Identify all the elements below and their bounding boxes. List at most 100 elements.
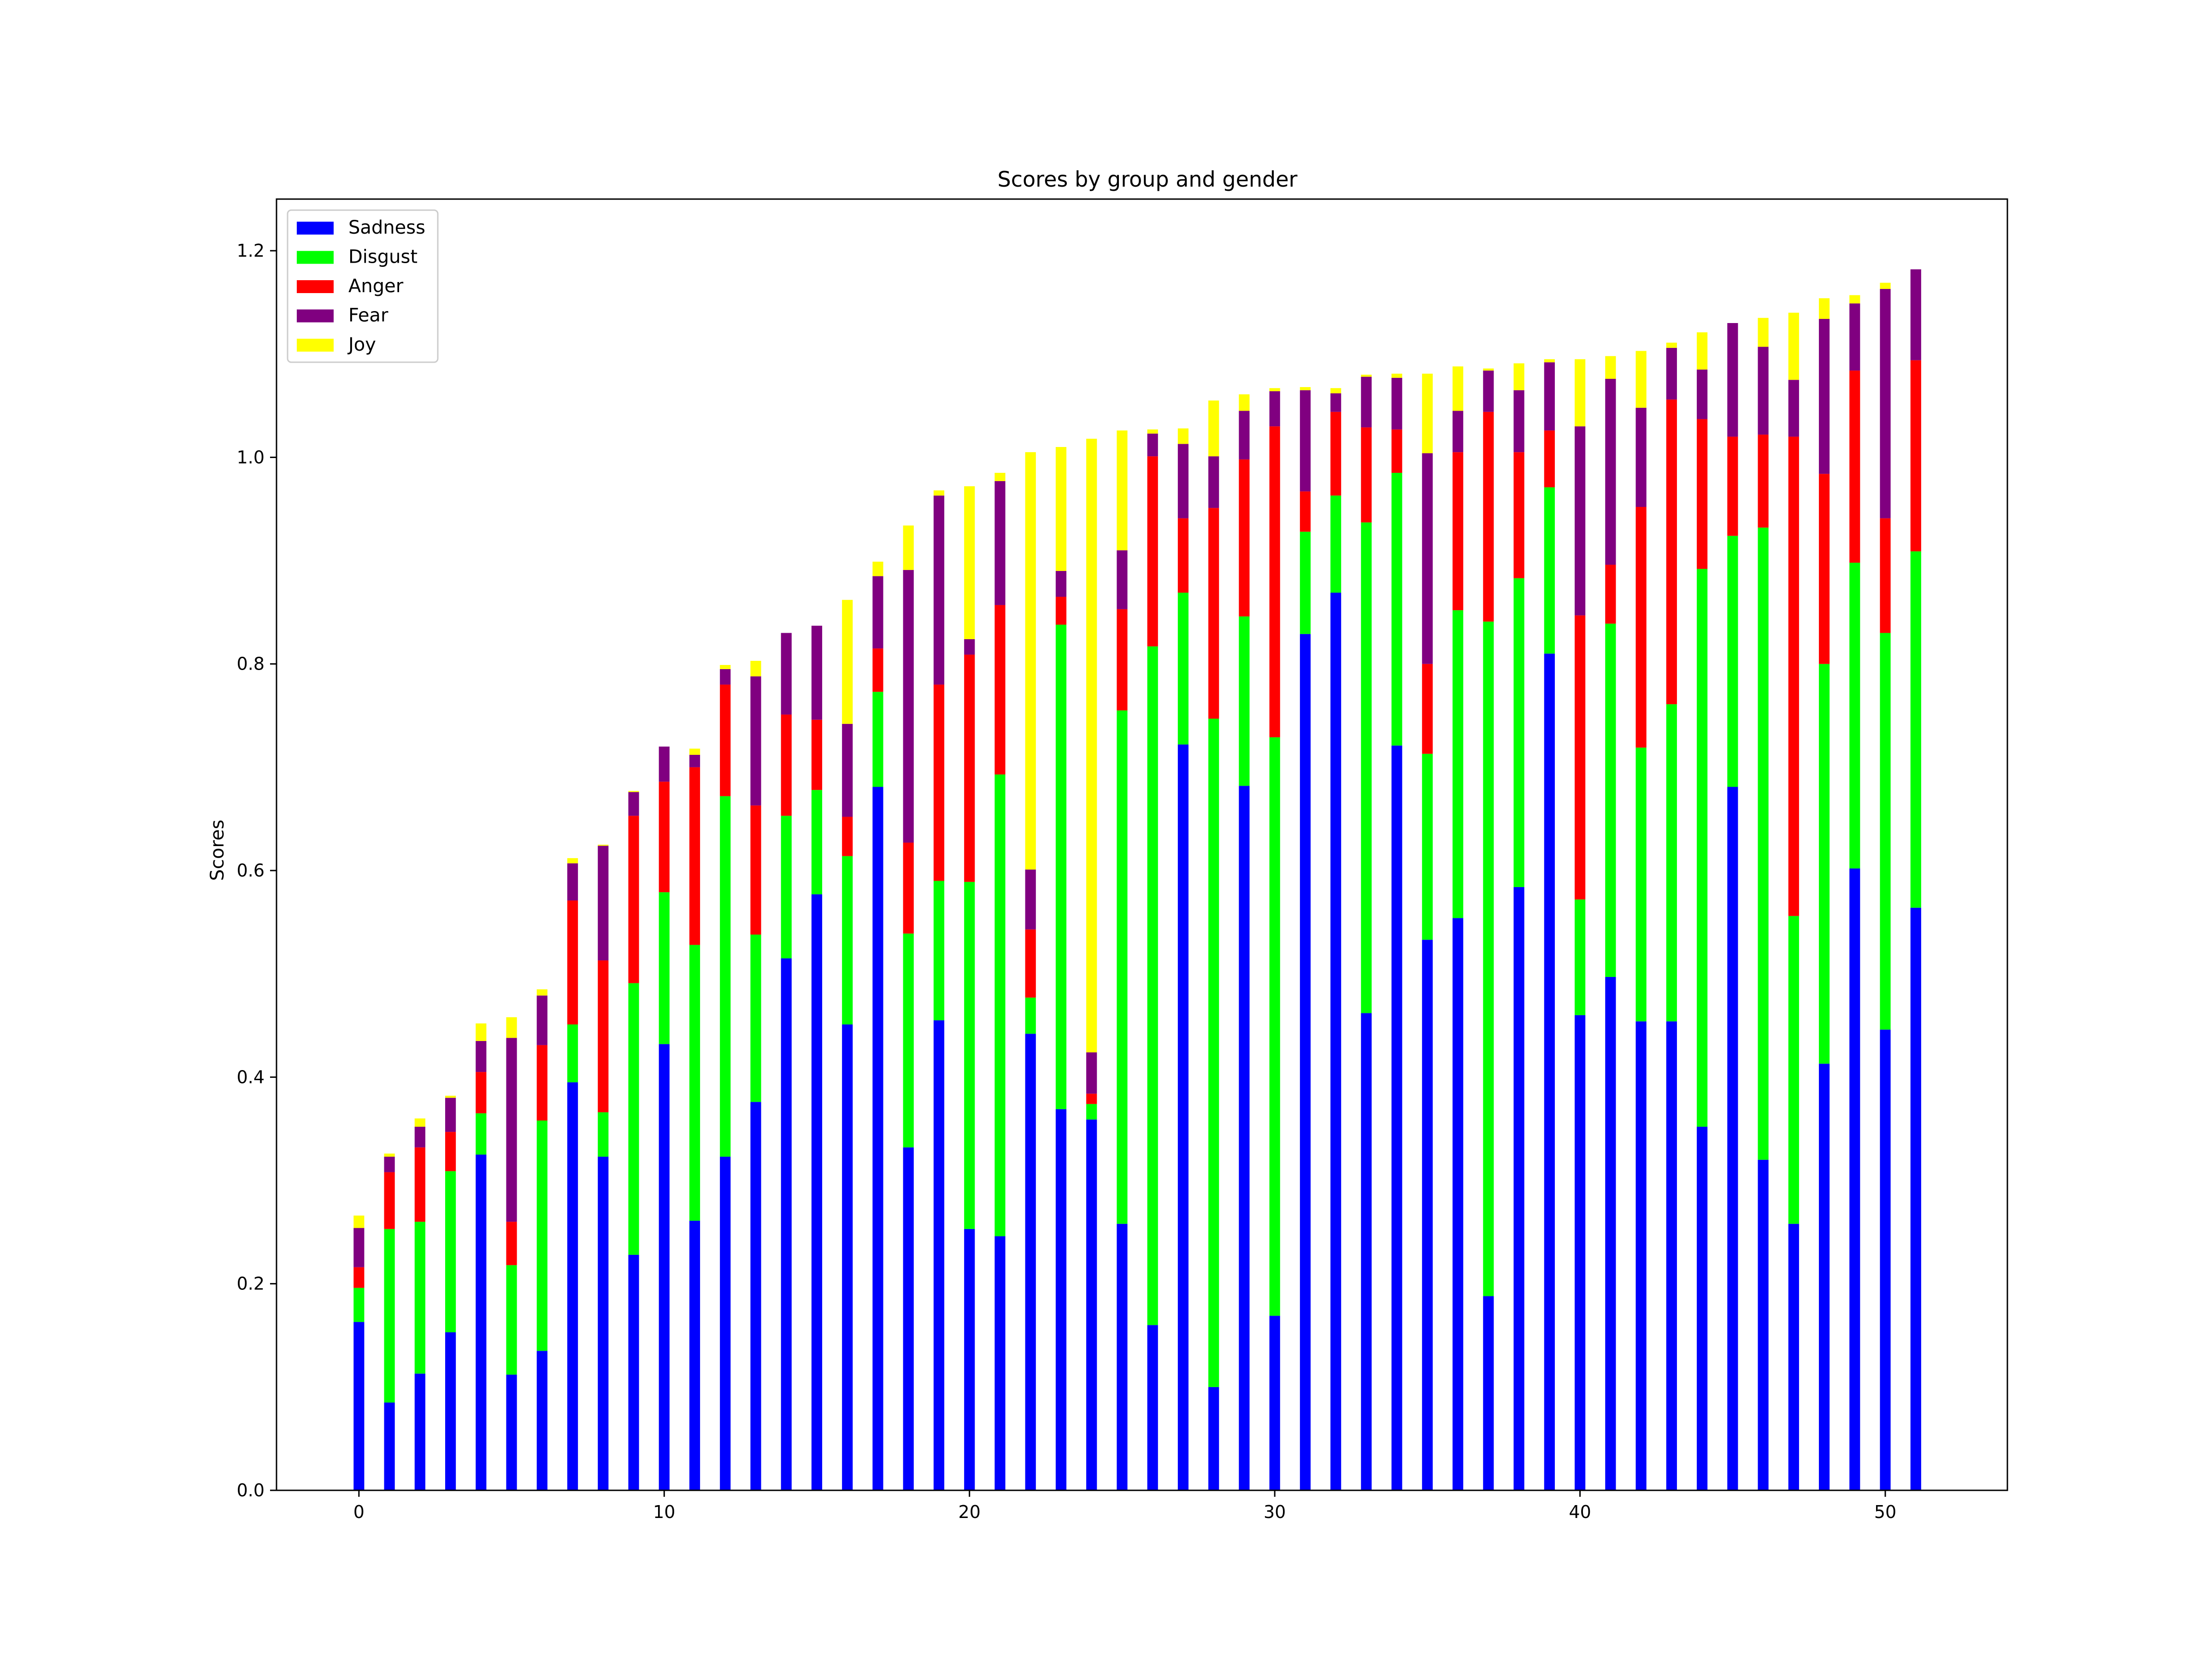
bar-fear-4 xyxy=(476,1041,487,1072)
bar-sadness-44 xyxy=(1696,1126,1708,1490)
bar-anger-15 xyxy=(811,719,823,790)
bar-joy-50 xyxy=(1880,282,1891,289)
bar-joy-7 xyxy=(567,858,578,864)
bar-anger-50 xyxy=(1880,518,1891,633)
bar-joy-20 xyxy=(964,486,975,639)
bar-joy-5 xyxy=(506,1017,517,1038)
bar-anger-28 xyxy=(1208,508,1219,719)
bar-sadness-4 xyxy=(476,1154,487,1490)
bar-disgust-49 xyxy=(1849,563,1860,869)
legend-label-fear: Fear xyxy=(348,305,388,326)
bar-anger-37 xyxy=(1483,412,1494,622)
bar-sadness-29 xyxy=(1239,786,1250,1490)
bar-anger-29 xyxy=(1239,459,1250,617)
bar-fear-17 xyxy=(872,576,883,649)
bar-disgust-1 xyxy=(384,1229,395,1403)
bar-anger-35 xyxy=(1422,664,1433,754)
bar-disgust-50 xyxy=(1880,633,1891,1030)
bar-disgust-8 xyxy=(598,1112,609,1157)
bar-joy-19 xyxy=(933,490,945,496)
bar-sadness-24 xyxy=(1086,1119,1097,1490)
bar-fear-7 xyxy=(567,863,578,901)
bar-disgust-33 xyxy=(1361,522,1372,1013)
bar-disgust-27 xyxy=(1177,593,1189,745)
bar-disgust-29 xyxy=(1239,616,1250,786)
bar-anger-9 xyxy=(628,816,639,983)
bar-disgust-4 xyxy=(476,1113,487,1155)
legend-swatch-sadness xyxy=(297,222,334,235)
bar-disgust-19 xyxy=(933,881,945,1021)
bar-sadness-35 xyxy=(1422,940,1433,1490)
y-tick-label: 0.6 xyxy=(237,860,265,881)
bar-anger-32 xyxy=(1330,412,1341,496)
bar-fear-15 xyxy=(811,625,823,720)
bar-sadness-9 xyxy=(628,1254,639,1490)
bar-anger-22 xyxy=(1025,929,1036,998)
bar-disgust-11 xyxy=(689,945,700,1221)
bar-anger-6 xyxy=(536,1045,547,1121)
x-tick-label: 20 xyxy=(959,1502,981,1522)
bar-disgust-36 xyxy=(1453,610,1464,918)
bar-joy-13 xyxy=(750,660,761,677)
bar-joy-24 xyxy=(1086,439,1097,1053)
bar-sadness-39 xyxy=(1544,653,1555,1490)
bar-disgust-47 xyxy=(1788,916,1799,1224)
bar-disgust-18 xyxy=(903,933,914,1147)
bar-disgust-12 xyxy=(720,796,731,1157)
bar-anger-0 xyxy=(353,1267,365,1288)
bar-disgust-10 xyxy=(659,892,670,1044)
y-axis: 0.0 0.2 0.4 0.6 0.8 1.0 1.2 xyxy=(237,241,276,1500)
bar-joy-9 xyxy=(628,791,639,792)
bar-anger-25 xyxy=(1117,609,1128,711)
chart-title: Scores by group and gender xyxy=(998,167,1298,192)
bar-joy-8 xyxy=(598,845,609,846)
bar-joy-18 xyxy=(903,525,914,570)
bar-joy-43 xyxy=(1666,342,1677,348)
bar-fear-47 xyxy=(1788,380,1799,437)
bar-anger-19 xyxy=(933,684,945,881)
bar-disgust-30 xyxy=(1269,737,1280,1316)
bar-sadness-12 xyxy=(720,1156,731,1490)
bar-disgust-17 xyxy=(872,692,883,787)
bar-sadness-11 xyxy=(689,1220,700,1490)
bar-sadness-17 xyxy=(872,787,883,1490)
bar-anger-21 xyxy=(994,605,1006,775)
legend-label-anger: Anger xyxy=(348,276,404,297)
bar-joy-49 xyxy=(1849,295,1860,304)
bar-fear-28 xyxy=(1208,456,1219,508)
bar-fear-29 xyxy=(1239,411,1250,459)
bar-sadness-7 xyxy=(567,1082,578,1490)
x-tick-label: 30 xyxy=(1264,1502,1286,1522)
bar-fear-38 xyxy=(1513,390,1524,453)
bar-fear-40 xyxy=(1575,426,1586,616)
bar-sadness-43 xyxy=(1666,1021,1677,1490)
bar-sadness-50 xyxy=(1880,1030,1891,1490)
bar-disgust-20 xyxy=(964,882,975,1229)
bar-joy-36 xyxy=(1453,366,1464,411)
bar-anger-11 xyxy=(689,767,700,945)
bar-sadness-27 xyxy=(1177,744,1189,1490)
plot-frame xyxy=(276,198,2008,1491)
bar-anger-41 xyxy=(1605,565,1616,624)
bar-anger-36 xyxy=(1453,452,1464,611)
bar-fear-1 xyxy=(384,1156,395,1172)
bar-fear-44 xyxy=(1696,369,1708,419)
bar-fear-19 xyxy=(933,495,945,685)
x-axis: 0 10 20 30 40 50 xyxy=(353,1490,1896,1522)
bar-anger-10 xyxy=(659,782,670,893)
bar-fear-34 xyxy=(1391,377,1402,429)
bar-anger-24 xyxy=(1086,1094,1097,1104)
bar-sadness-40 xyxy=(1575,1015,1586,1490)
bar-fear-25 xyxy=(1117,550,1128,609)
bar-joy-0 xyxy=(353,1215,365,1228)
y-tick-label: 0.2 xyxy=(237,1274,265,1294)
bar-fear-3 xyxy=(445,1098,456,1132)
bar-fear-39 xyxy=(1544,362,1555,431)
bar-fear-49 xyxy=(1849,303,1860,371)
bar-sadness-3 xyxy=(445,1332,456,1490)
bar-disgust-40 xyxy=(1575,899,1586,1015)
bar-joy-39 xyxy=(1544,359,1555,363)
bar-fear-5 xyxy=(506,1038,517,1222)
bar-anger-3 xyxy=(445,1132,456,1171)
bar-anger-45 xyxy=(1727,436,1738,536)
